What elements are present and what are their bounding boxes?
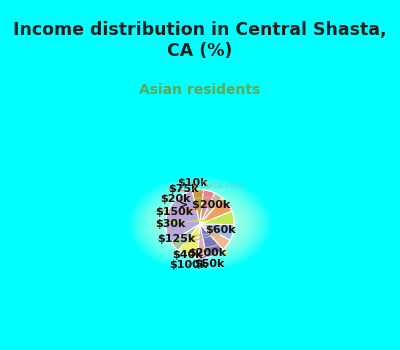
Ellipse shape — [134, 180, 266, 268]
Wedge shape — [171, 224, 200, 251]
Ellipse shape — [177, 209, 223, 239]
Ellipse shape — [198, 223, 202, 225]
Ellipse shape — [184, 214, 216, 235]
Wedge shape — [200, 224, 234, 240]
Ellipse shape — [179, 210, 221, 238]
Ellipse shape — [148, 189, 252, 259]
Wedge shape — [200, 193, 222, 224]
Ellipse shape — [172, 205, 228, 243]
Wedge shape — [192, 190, 204, 224]
Text: Income distribution in Central Shasta,
CA (%): Income distribution in Central Shasta, C… — [13, 21, 387, 61]
Wedge shape — [166, 191, 200, 242]
Ellipse shape — [162, 199, 238, 249]
Wedge shape — [200, 224, 230, 249]
Text: $20k: $20k — [160, 194, 190, 204]
Text: $100k: $100k — [170, 260, 208, 270]
Ellipse shape — [182, 212, 218, 236]
Text: $125k: $125k — [157, 234, 196, 244]
Ellipse shape — [150, 191, 250, 257]
Ellipse shape — [165, 201, 235, 247]
Ellipse shape — [158, 196, 242, 252]
Ellipse shape — [160, 197, 240, 251]
Ellipse shape — [129, 176, 272, 272]
Text: $200k: $200k — [188, 247, 227, 258]
Ellipse shape — [196, 222, 204, 226]
Ellipse shape — [136, 181, 264, 267]
Text: $150k: $150k — [155, 206, 193, 217]
Ellipse shape — [155, 194, 245, 254]
Text: $50k: $50k — [194, 259, 225, 269]
Ellipse shape — [146, 188, 254, 260]
Ellipse shape — [186, 215, 214, 233]
Ellipse shape — [170, 204, 230, 244]
Text: Asian residents: Asian residents — [139, 83, 261, 97]
Text: $30k: $30k — [155, 219, 186, 229]
Ellipse shape — [189, 217, 211, 231]
Text: $75k: $75k — [168, 184, 199, 194]
Ellipse shape — [141, 184, 259, 264]
Wedge shape — [200, 190, 215, 224]
Text: $60k: $60k — [206, 225, 236, 235]
Wedge shape — [200, 211, 234, 225]
Ellipse shape — [131, 178, 269, 270]
Text: > $200k: > $200k — [179, 200, 230, 210]
Ellipse shape — [138, 183, 262, 265]
Ellipse shape — [153, 193, 247, 256]
Wedge shape — [178, 224, 200, 258]
Wedge shape — [200, 224, 223, 258]
Text: $40k: $40k — [172, 250, 203, 260]
Wedge shape — [198, 224, 207, 258]
Text: $10k: $10k — [177, 178, 208, 188]
Ellipse shape — [191, 218, 209, 230]
Wedge shape — [200, 198, 232, 224]
Ellipse shape — [167, 202, 233, 246]
Ellipse shape — [143, 186, 257, 262]
Text: City-Data.com: City-Data.com — [181, 181, 245, 190]
Ellipse shape — [194, 220, 206, 228]
Ellipse shape — [174, 207, 226, 241]
